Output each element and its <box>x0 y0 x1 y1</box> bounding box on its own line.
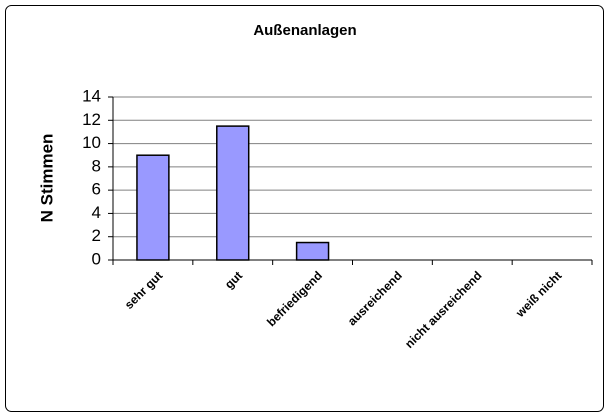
y-tick-label: 8 <box>92 156 101 175</box>
chart-title: Außenanlagen <box>253 22 356 39</box>
y-tick-label: 10 <box>82 133 101 152</box>
bar <box>136 154 170 261</box>
bar <box>295 241 330 261</box>
y-tick-label: 2 <box>92 226 101 245</box>
chart-frame <box>5 5 604 412</box>
y-tick-label: 6 <box>92 180 101 199</box>
y-tick-label: 12 <box>82 110 101 129</box>
y-tick-label: 0 <box>92 249 101 268</box>
bar <box>216 125 250 261</box>
y-tick-label: 14 <box>82 86 101 105</box>
y-tick-label: 4 <box>92 203 101 222</box>
y-axis-label: N Stimmen <box>37 134 56 223</box>
